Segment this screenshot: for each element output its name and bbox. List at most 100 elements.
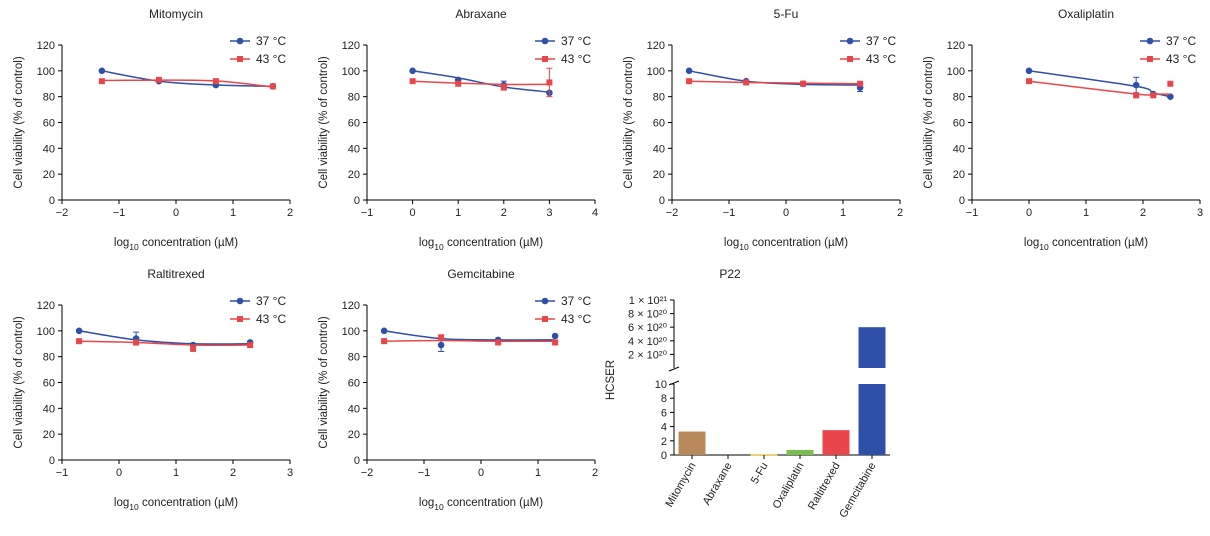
x-tick-label-raltitrexed: Raltitrexed — [806, 461, 843, 513]
y-tick-label: 100 — [947, 66, 965, 78]
mitomycin-point-s37 — [98, 67, 106, 75]
y-tick-label: 20 — [348, 169, 360, 181]
y-tick-label: 8 — [661, 393, 667, 405]
x-tick-label: 0 — [173, 207, 179, 219]
y-tick-label: 60 — [653, 118, 665, 130]
y-tick-label: 40 — [43, 143, 55, 155]
oxaliplatin-point-s43 — [1026, 78, 1032, 85]
x-label-rest: concentration (µM) — [1049, 237, 1148, 249]
x-tick-label: −2 — [666, 207, 679, 219]
gemcitabine-point-s43 — [381, 338, 388, 345]
legend-marker-s43 — [1147, 56, 1153, 62]
y-tick-label: 4 — [661, 422, 667, 434]
y-tick-label: 0 — [661, 450, 667, 462]
x-tick-label: 1 — [840, 207, 846, 219]
raltitrexed-curve-s37 — [78, 330, 251, 345]
x-tick-label: 2 — [230, 467, 236, 479]
mitomycin-curve-s43 — [101, 79, 273, 88]
y-tick-label: 100 — [342, 66, 360, 78]
x-label-rest: concentration (µM) — [444, 497, 543, 509]
gemcitabine-point-s43 — [438, 334, 445, 341]
bar-raltitrexed — [822, 430, 850, 455]
abraxane-curve-s43 — [412, 80, 550, 86]
x-label-sub: 10 — [129, 242, 139, 252]
y-tick-label: 120 — [37, 300, 55, 312]
legend-label-s43: 43 °C — [561, 52, 591, 66]
y-axis-label: HCSER — [605, 360, 617, 400]
y-tick-label: 40 — [348, 143, 360, 155]
mitomycin-point-s43 — [98, 78, 105, 85]
gemcitabine-point-s37 — [380, 327, 388, 335]
x-label-log: log — [419, 497, 434, 509]
y-tick-label: 10 — [655, 379, 667, 391]
gemcitabine-point-s43 — [495, 339, 502, 346]
x-label-log: log — [1024, 237, 1039, 249]
legend-label-s37: 37 °C — [256, 294, 286, 308]
5-fu-point-s37 — [685, 67, 693, 75]
x-tick-label: 1 — [455, 207, 461, 219]
y-tick-label: 4 × 10²⁰ — [628, 336, 668, 348]
y-tick-label: 60 — [348, 118, 360, 130]
y-tick-label: 0 — [354, 195, 360, 207]
gemcitabine-point-s43 — [552, 339, 559, 346]
x-tick-label: 0 — [116, 467, 122, 479]
x-axis-label: log10 concentration (µM) — [724, 237, 848, 252]
legend-marker-s43 — [542, 316, 548, 322]
x-label-sub: 10 — [1039, 242, 1049, 252]
y-axis-label: Cell viability (% of control) — [13, 316, 25, 448]
x-tick-label: −1 — [966, 207, 979, 219]
y-tick-label: 120 — [37, 40, 55, 52]
oxaliplatin-point-s43 — [1150, 92, 1157, 99]
y-tick-label: 100 — [342, 326, 360, 338]
legend-marker-s37 — [236, 297, 244, 305]
x-tick-label: −2 — [361, 467, 374, 479]
5-fu-point-s43 — [800, 80, 807, 87]
legend-marker-s43 — [237, 316, 243, 322]
y-tick-label: 0 — [354, 455, 360, 467]
raltitrexed-point-s43 — [76, 338, 83, 345]
x-tick-label: −1 — [113, 207, 126, 219]
raltitrexed-point-s37 — [75, 327, 83, 335]
chart-gemcitabine: Gemcitabine 0 20 40 60 80 100 120 −2 −1 0 1 2 Cell vi… — [318, 267, 598, 512]
mitomycin-point-s43 — [269, 83, 276, 90]
x-tick-label: 3 — [287, 467, 293, 479]
abraxane-curve-s37 — [412, 70, 550, 93]
y-tick-label: 0 — [49, 195, 55, 207]
y-tick-label: 80 — [348, 352, 360, 364]
oxaliplatin-point-s43 — [1133, 92, 1140, 99]
y-tick-label: 100 — [37, 326, 55, 338]
x-label-log: log — [114, 237, 129, 249]
x-axis-label: log10 concentration (µM) — [114, 237, 238, 252]
x-label-sub: 10 — [434, 242, 444, 252]
gemcitabine-curve-s43 — [384, 339, 556, 342]
x-tick-label: 2 — [501, 207, 507, 219]
x-tick-label: 0 — [478, 467, 484, 479]
gemcitabine-point-s37 — [551, 332, 559, 340]
y-tick-label: 80 — [953, 92, 965, 104]
legend-label-s37: 37 °C — [256, 34, 286, 48]
legend-label-s43: 43 °C — [256, 52, 286, 66]
x-tick-label: 0 — [410, 207, 416, 219]
legend-marker-s43 — [237, 56, 243, 62]
oxaliplatin-point-s37 — [1167, 93, 1174, 100]
abraxane-point-s43 — [546, 79, 553, 86]
chart-title: Raltitrexed — [147, 267, 204, 281]
y-tick-label: 40 — [348, 403, 360, 415]
bar-mitomycin — [678, 431, 706, 455]
y-tick-label: 100 — [37, 66, 55, 78]
y-tick-label: 20 — [653, 169, 665, 181]
x-tick-label: −1 — [56, 467, 69, 479]
legend-marker-s43 — [542, 56, 548, 62]
y-tick-label: 0 — [659, 195, 665, 207]
x-label-rest: concentration (µM) — [444, 237, 543, 249]
y-tick-label: 6 × 10²⁰ — [628, 322, 668, 334]
chart-title: P22 — [719, 267, 741, 281]
legend-label-s43: 43 °C — [1166, 52, 1196, 66]
abraxane-point-s43 — [409, 78, 416, 85]
x-tick-label: 2 — [1140, 207, 1146, 219]
y-tick-label: 60 — [348, 378, 360, 390]
oxaliplatin-curve-s37 — [1028, 70, 1171, 98]
bar-oxaliplatin — [786, 450, 814, 455]
